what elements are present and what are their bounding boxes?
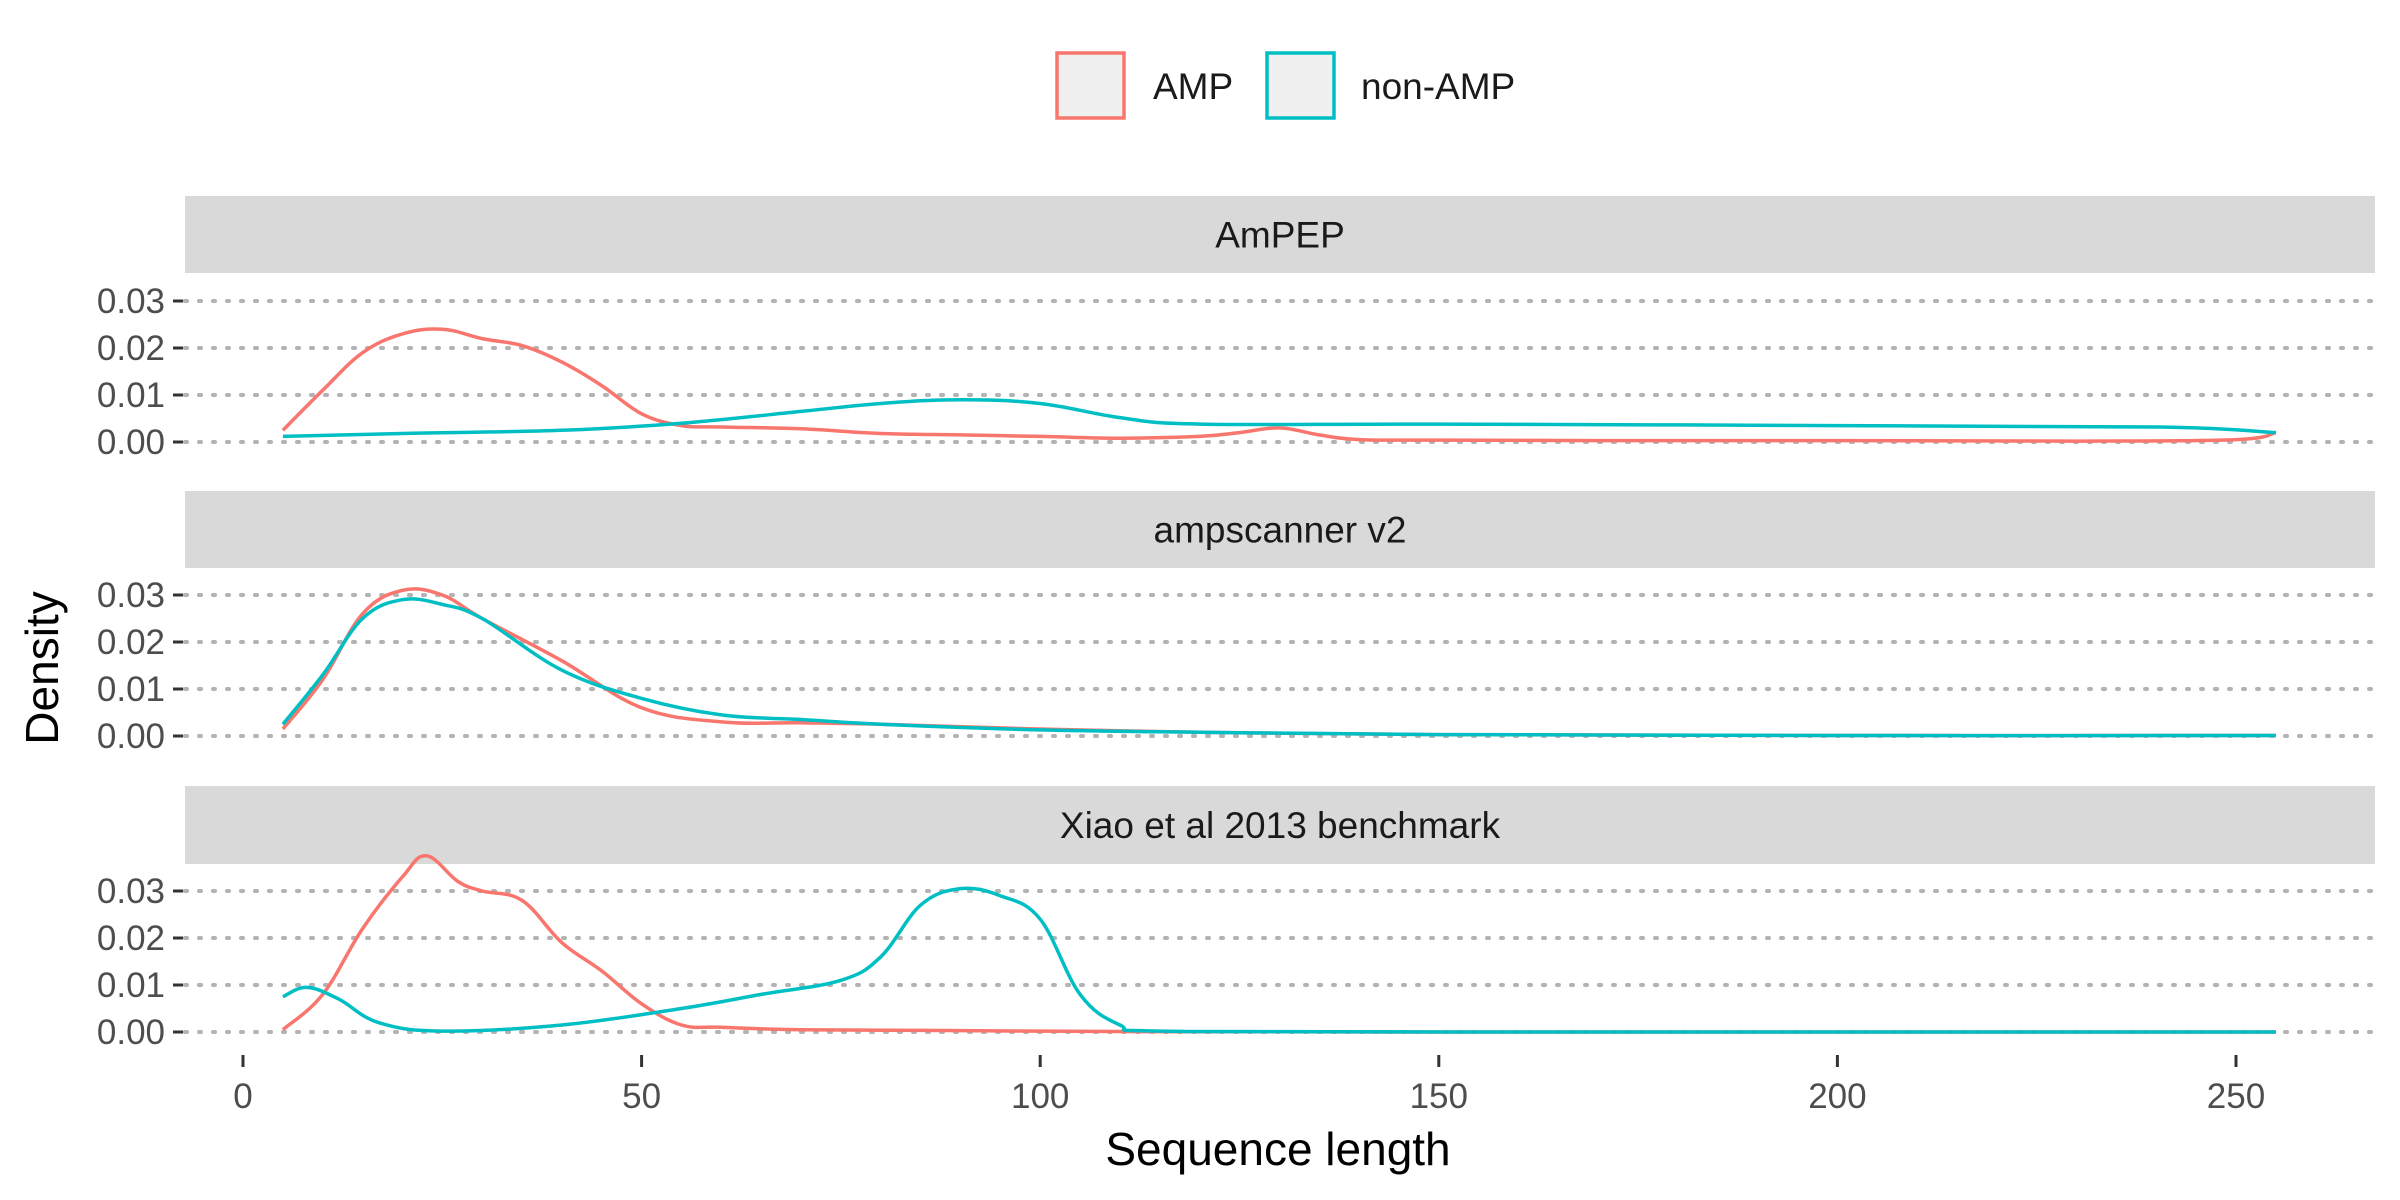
legend-label: non-AMP <box>1361 66 1515 107</box>
x-tick-label: 0 <box>233 1077 252 1116</box>
legend: AMP non-AMP <box>1055 51 1515 120</box>
legend-key-amp <box>1055 51 1126 120</box>
y-tick-label: 0.01 <box>97 376 165 415</box>
facet-strip <box>185 786 2375 864</box>
x-axis: 0 50 100 150 200 250 <box>233 1055 2265 1116</box>
facet-panel: Xiao et al 2013 benchmark 0.00 0.01 0.02 0.0… <box>97 786 2377 1052</box>
x-tick-label: 200 <box>1808 1077 1866 1116</box>
y-tick-label: 0.00 <box>97 1013 165 1052</box>
x-tick-label: 50 <box>622 1077 661 1116</box>
y-tick-label: 0.03 <box>97 282 165 321</box>
y-tick-label: 0.02 <box>97 329 165 368</box>
y-tick-label: 0.02 <box>97 623 165 662</box>
x-tick-label: 250 <box>2207 1077 2265 1116</box>
legend-label: AMP <box>1153 66 1233 107</box>
x-tick-label: 100 <box>1011 1077 1069 1116</box>
y-tick-label: 0.03 <box>97 872 165 911</box>
y-tick-label: 0.01 <box>97 670 165 709</box>
density-line-non-amp <box>281 597 2276 738</box>
x-tick-label: 150 <box>1410 1077 1468 1116</box>
facet-panel: ampscanner v2 0.00 0.01 0.02 0.03 <box>97 491 2377 756</box>
y-tick-label: 0.01 <box>97 966 165 1005</box>
y-tick-label: 0.00 <box>97 717 165 756</box>
facet-panel: AmPEP 0.00 0.01 0.02 0.03 <box>97 196 2377 462</box>
density-line-amp <box>281 854 2276 1034</box>
legend-key-non-amp <box>1265 51 1336 120</box>
facet-strip <box>185 196 2375 273</box>
density-line-non-amp <box>282 886 2276 1034</box>
y-tick-label: 0.03 <box>97 576 165 615</box>
density-line-amp <box>281 587 2276 738</box>
density-line-amp <box>281 327 2277 443</box>
y-tick-label: 0.00 <box>97 423 165 462</box>
facet-strip-label: Xiao et al 2013 benchmark <box>1060 805 1501 846</box>
x-axis-title: Sequence length <box>1105 1123 1450 1175</box>
y-axis-title: Density <box>16 591 68 744</box>
y-tick-label: 0.02 <box>97 919 165 958</box>
facet-strip-label: ampscanner v2 <box>1154 510 1407 551</box>
facet-strip-label: AmPEP <box>1215 215 1345 256</box>
facet-panels: AmPEP 0.00 0.01 0.02 0.03 ampscanner v2 0.00 0.… <box>97 196 2377 1052</box>
density-line-non-amp <box>282 397 2276 439</box>
facet-strip <box>185 491 2375 568</box>
